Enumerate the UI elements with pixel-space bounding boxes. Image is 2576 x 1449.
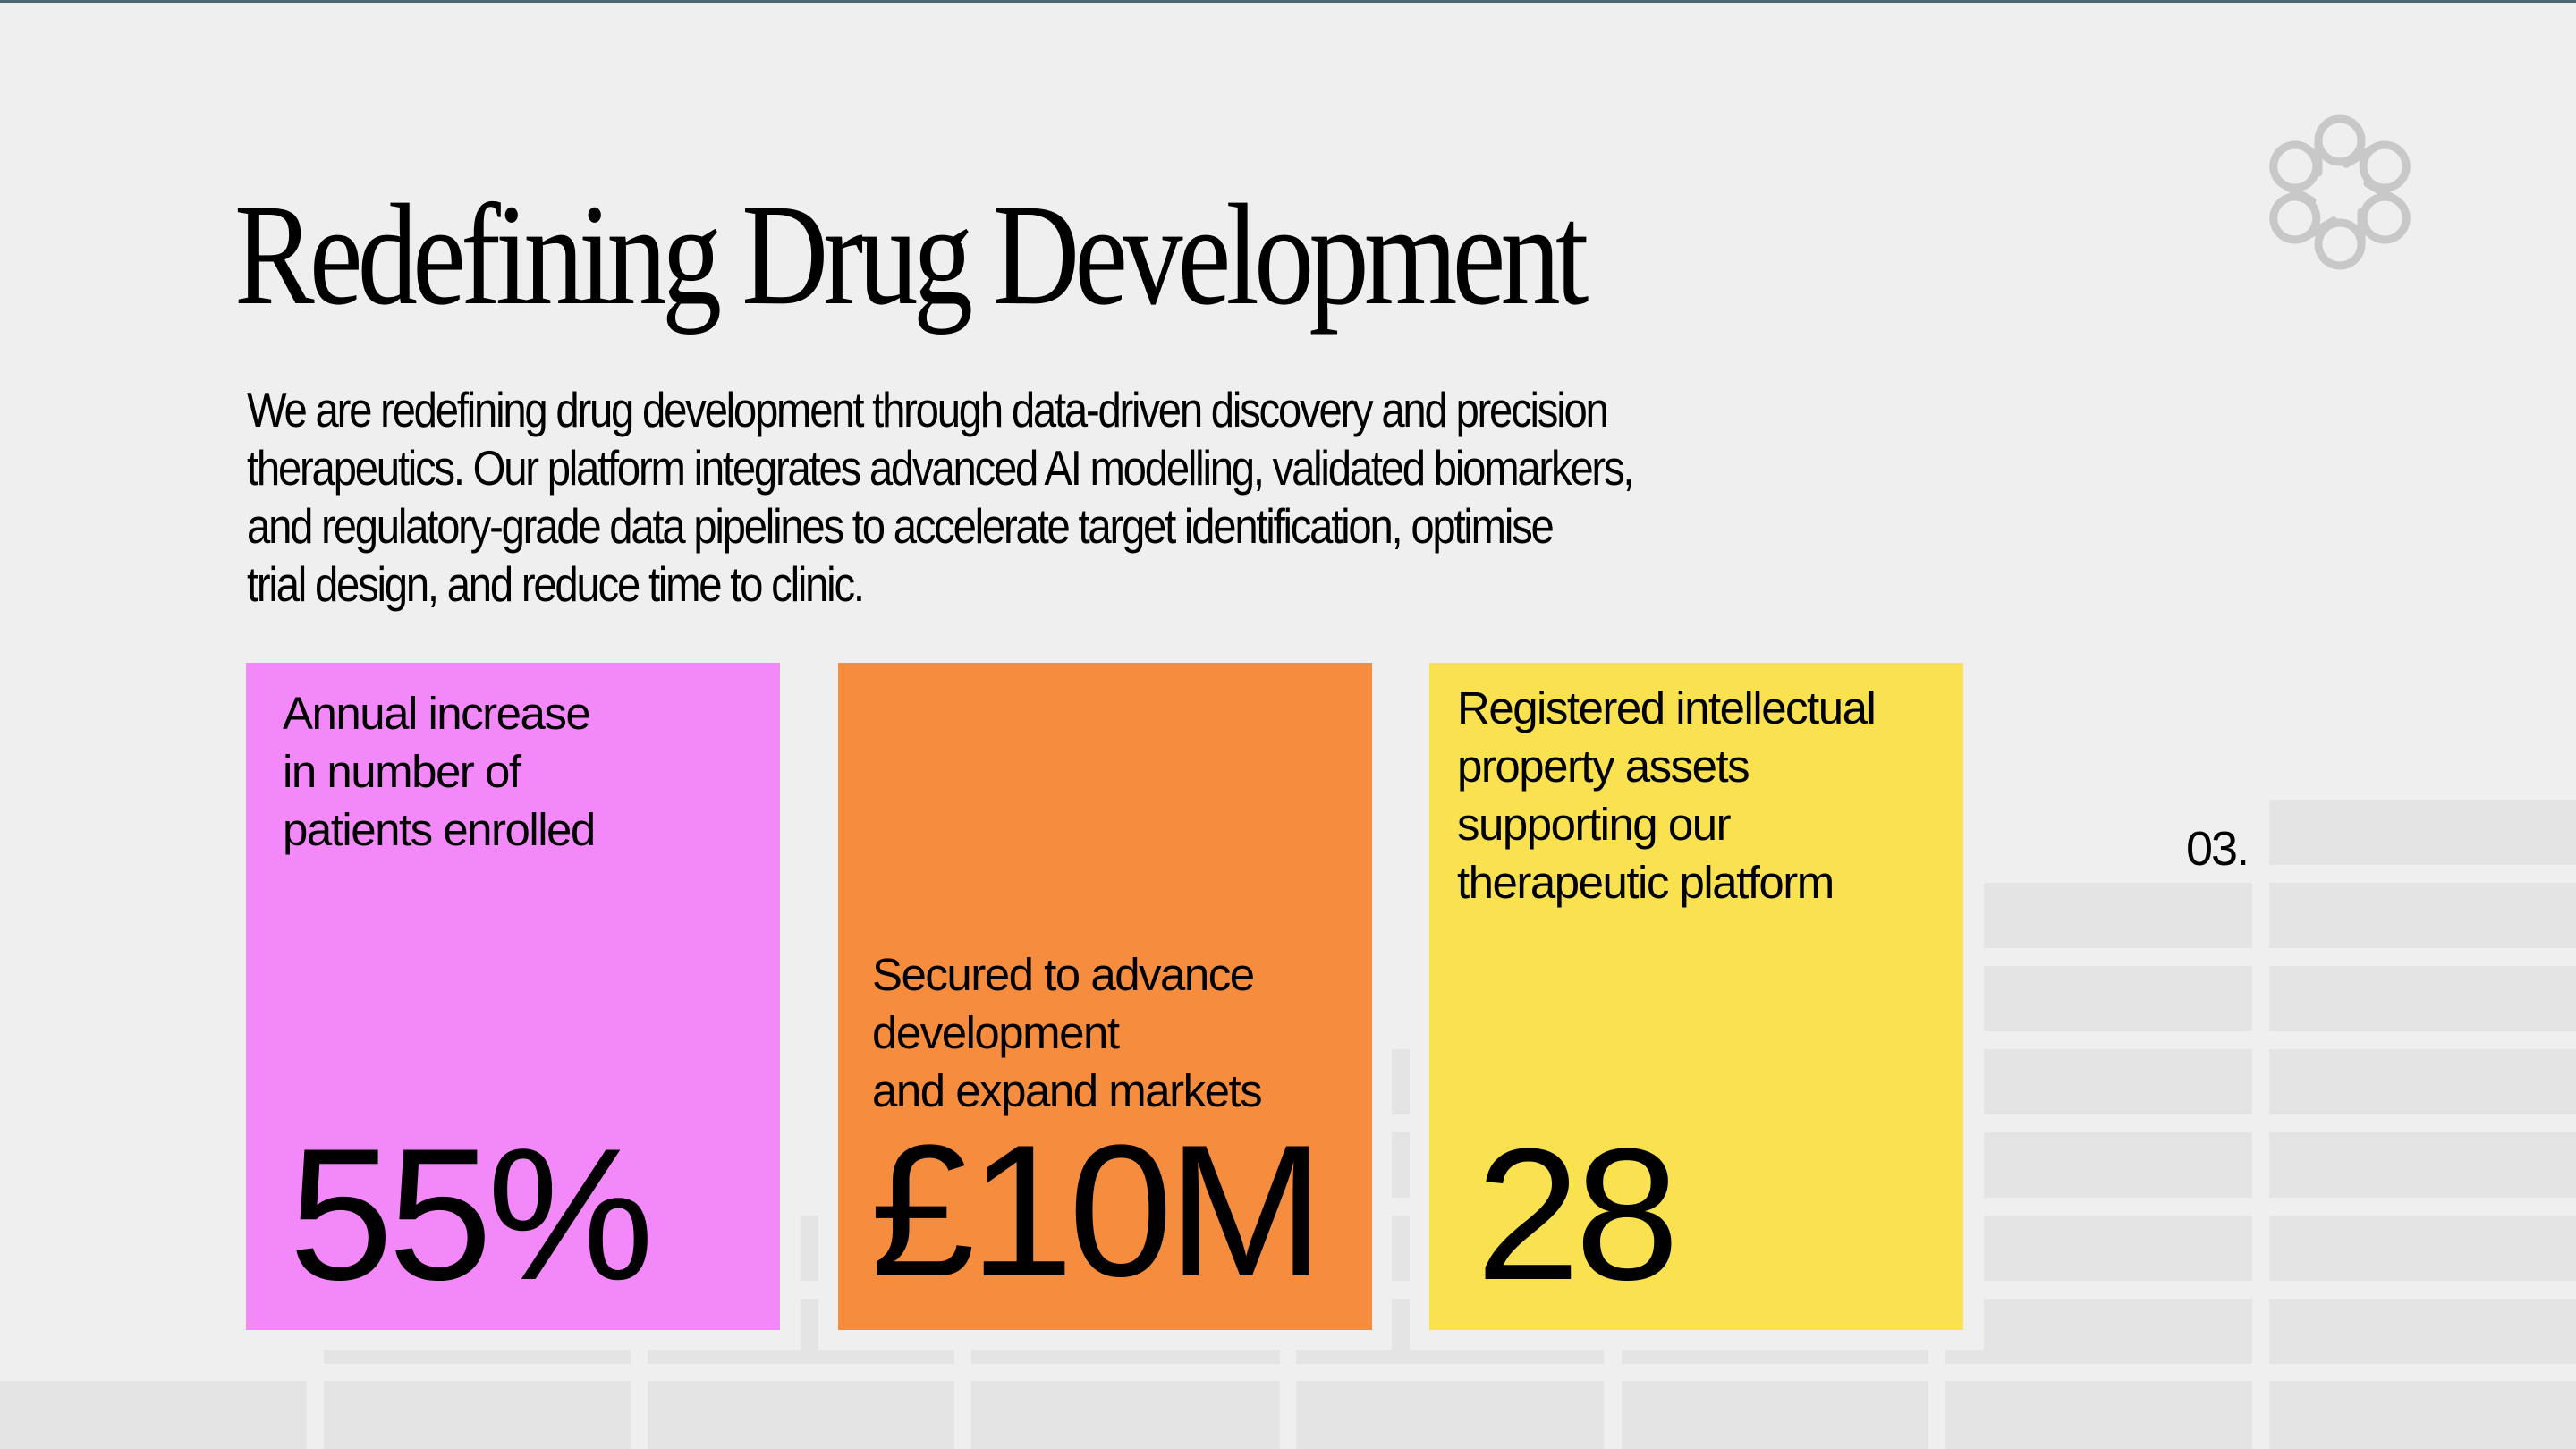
grid-block bbox=[1945, 1132, 2252, 1198]
grid-block bbox=[0, 1381, 307, 1449]
stat-card-ip-assets: Registered intellectual property assets … bbox=[1429, 663, 1963, 1330]
stat-card-funding: Secured to advance development and expan… bbox=[838, 663, 1372, 1330]
grid-block bbox=[1945, 966, 2252, 1031]
grid-block bbox=[1622, 1381, 1928, 1449]
grid-block bbox=[2269, 800, 2576, 865]
grid-block bbox=[2269, 1132, 2576, 1198]
stat-card-patients: Annual increase in number of patients en… bbox=[246, 663, 780, 1330]
grid-block bbox=[1945, 883, 2252, 948]
grid-block bbox=[2269, 883, 2576, 948]
stat-value: 55% bbox=[289, 1109, 654, 1319]
grid-block bbox=[2269, 1216, 2576, 1281]
page-number: 03. bbox=[2186, 822, 2250, 876]
grid-block bbox=[648, 1381, 954, 1449]
intro-line: and regulatory-grade data pipelines to a… bbox=[247, 498, 1555, 554]
grid-block bbox=[2269, 1381, 2576, 1449]
stat-label: Registered intellectual property assets … bbox=[1457, 682, 1877, 908]
grid-block bbox=[971, 1381, 1280, 1449]
stat-value: 28 bbox=[1476, 1109, 1680, 1319]
stat-label: Secured to advance development and expan… bbox=[872, 949, 1263, 1116]
slide-title: Redefining Drug Development bbox=[234, 175, 1589, 335]
grid-block bbox=[1945, 1381, 2252, 1449]
grid-block bbox=[1945, 1049, 2252, 1114]
flower-loops-logo-icon bbox=[2269, 114, 2411, 270]
intro-line: therapeutics. Our platform integrates ad… bbox=[247, 440, 1635, 496]
intro-paragraph: We are redefining drug development throu… bbox=[247, 381, 1939, 614]
grid-block bbox=[1296, 1381, 1604, 1449]
grid-block bbox=[324, 1381, 631, 1449]
top-bar bbox=[0, 0, 2576, 3]
grid-block bbox=[2269, 966, 2576, 1031]
intro-line: trial design, and reduce time to clinic. bbox=[247, 556, 865, 612]
grid-block bbox=[2269, 1049, 2576, 1114]
grid-block bbox=[1945, 1299, 2252, 1364]
grid-block bbox=[1945, 1216, 2252, 1281]
grid-block bbox=[2269, 1299, 2576, 1364]
stat-value: £10M bbox=[870, 1106, 1324, 1316]
intro-line: We are redefining drug development throu… bbox=[247, 382, 1609, 437]
stat-label: Annual increase in number of patients en… bbox=[283, 688, 596, 855]
